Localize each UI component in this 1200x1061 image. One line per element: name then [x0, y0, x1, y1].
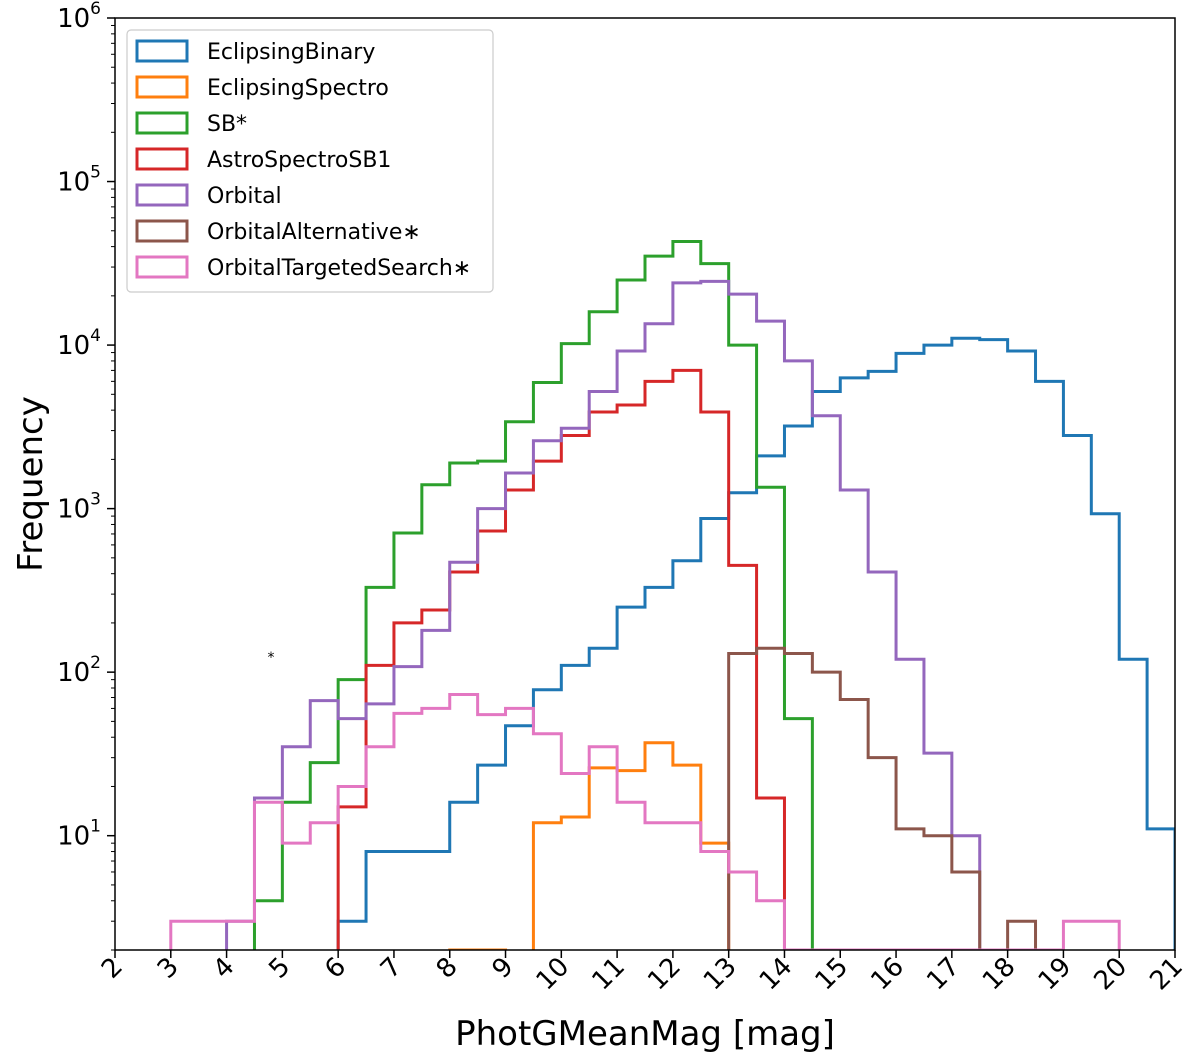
x-tick-label: 4 [208, 952, 241, 985]
y-axis-title: Frequency [11, 396, 51, 572]
series-3-line [336, 368, 786, 950]
x-tick-label: 8 [431, 952, 464, 985]
series-2-line [252, 239, 814, 950]
legend-swatch [135, 75, 189, 99]
legend-label: AstroSpectroSB1 [207, 148, 391, 173]
x-tick-label: 15 [810, 952, 855, 997]
x-tick-label: 5 [263, 952, 296, 985]
legend-swatch [135, 39, 189, 63]
series-0-line [336, 336, 1175, 950]
series-4-line [225, 279, 982, 950]
legend-label: SB* [207, 112, 247, 137]
x-axis-title: PhotGMeanMag [mag] [455, 1014, 835, 1054]
x-tick-label: 9 [487, 952, 520, 985]
legend-label: OrbitalTargetedSearch∗ [207, 256, 471, 281]
legend-swatch [135, 147, 189, 171]
legend-swatch [135, 219, 189, 243]
x-tick-label: 19 [1033, 952, 1078, 997]
annotation-asterisk: * [268, 650, 275, 666]
x-tick-label: 2 [96, 952, 129, 985]
legend-label: EclipsingBinary [207, 40, 375, 65]
series-6-line [169, 693, 1121, 950]
x-tick-label: 13 [698, 952, 743, 997]
x-tick-label: 11 [586, 952, 631, 997]
x-tick-label: 18 [977, 952, 1022, 997]
legend-label: EclipsingSpectro [207, 76, 389, 101]
x-tick-label: 21 [1144, 952, 1189, 997]
series-5-line [727, 646, 1038, 950]
legend-swatch [135, 111, 189, 135]
plot-frame [114, 17, 1176, 951]
x-tick-label: 6 [319, 952, 352, 985]
legend-label: Orbital [207, 184, 282, 209]
y-tick-label: 102 [57, 653, 101, 688]
x-tick-label: 14 [754, 952, 799, 997]
x-axis: 2 3 4 5 6 7 8 9 10 11 12 13 14 15 16 17 18 19 20 21 [96, 950, 1189, 996]
legend-swatch [135, 183, 189, 207]
y-tick-label: 104 [57, 326, 101, 361]
x-tick-label: 12 [642, 952, 687, 997]
y-tick-label: 101 [57, 817, 101, 852]
legend-swatch [135, 255, 189, 279]
y-tick-label: 103 [57, 490, 101, 525]
y-axis: 101 102 103 104 105 106 [57, 0, 115, 951]
y-tick-label: 106 [57, 0, 101, 34]
series-1-line [448, 741, 731, 950]
x-tick-label: 10 [531, 952, 576, 997]
x-tick-label: 17 [921, 952, 966, 997]
legend-frame [126, 29, 494, 293]
y-tick-label: 105 [57, 163, 101, 198]
x-tick-label: 20 [1089, 952, 1134, 997]
x-tick-label: 3 [152, 952, 185, 985]
x-tick-label: 7 [375, 952, 408, 985]
x-tick-label: 16 [865, 952, 910, 997]
legend-label: OrbitalAlternative∗ [207, 220, 421, 245]
series-layer [169, 239, 1175, 950]
legend: EclipsingBinary EclipsingSpectro SB* AstroS… [126, 29, 494, 293]
